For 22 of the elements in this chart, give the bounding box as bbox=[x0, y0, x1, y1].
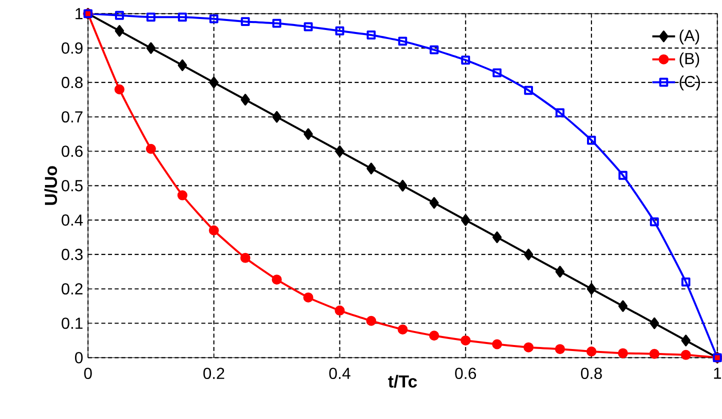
y-tick-label: 0.4 bbox=[62, 214, 83, 226]
x-tick-label: 0.4 bbox=[329, 368, 350, 380]
y-tick-label: 0.8 bbox=[62, 76, 83, 88]
x-tick-label: 0.2 bbox=[203, 368, 224, 380]
x-tick-label: 0.8 bbox=[580, 368, 602, 380]
y-tick-label: 0 bbox=[75, 352, 83, 364]
legend-label: (A) bbox=[680, 30, 700, 44]
y-axis-title: U/Uo bbox=[44, 166, 58, 205]
x-tick-label: 1 bbox=[714, 368, 721, 379]
y-tick-label: 0.6 bbox=[62, 146, 83, 157]
legend-label: (C) bbox=[680, 75, 700, 90]
x-tick-label: 0 bbox=[84, 368, 92, 380]
legend-label: (B) bbox=[680, 52, 700, 68]
x-tick-label: 0.6 bbox=[455, 368, 476, 380]
y-tick-label: 0.9 bbox=[62, 42, 83, 54]
x-axis-title: t/Tc bbox=[388, 374, 417, 388]
y-tick-label: 0.3 bbox=[62, 248, 83, 260]
y-tick-label: 0.5 bbox=[62, 180, 83, 192]
y-tick-label: 0.2 bbox=[62, 283, 82, 295]
y-tick-label: 1 bbox=[76, 8, 83, 20]
y-tick-label: 0.1 bbox=[62, 318, 83, 329]
y-tick-label: 0.7 bbox=[62, 111, 82, 123]
